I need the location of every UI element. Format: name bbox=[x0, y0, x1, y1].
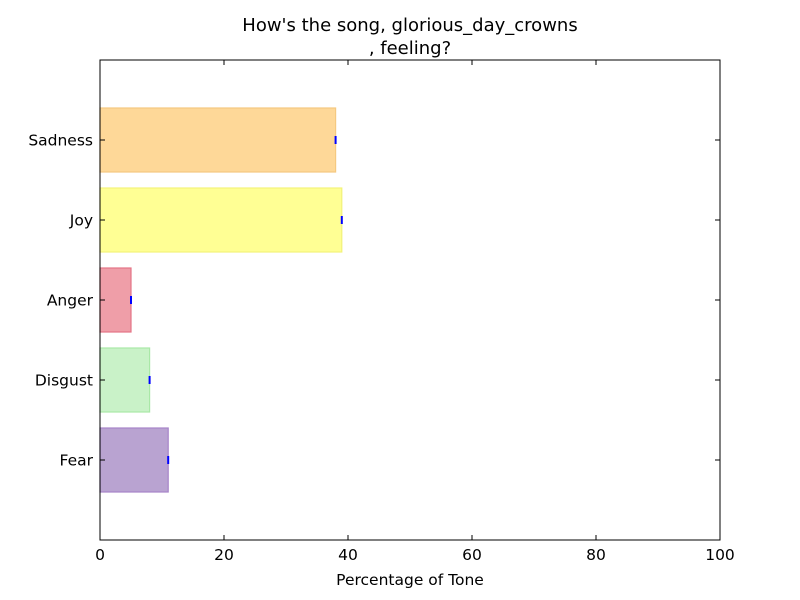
bar-disgust bbox=[99, 347, 151, 413]
x-tick-label: 60 bbox=[462, 546, 482, 564]
y-tick-label-sadness: Sadness bbox=[28, 132, 93, 150]
chart-title: How's the song, glorious_day_crowns , fe… bbox=[242, 15, 577, 59]
x-tick-label: 20 bbox=[214, 546, 234, 564]
chart-title-line-1: How's the song, glorious_day_crowns bbox=[242, 15, 577, 36]
x-axis: 0 20 40 60 80 100 bbox=[95, 60, 735, 564]
y-tick-label-fear: Fear bbox=[60, 452, 94, 470]
bar-joy bbox=[99, 187, 343, 253]
bar-fear bbox=[99, 427, 169, 493]
y-tick-label-joy: Joy bbox=[69, 212, 93, 230]
x-axis-label: Percentage of Tone bbox=[336, 571, 484, 589]
y-axis: Fear Disgust Anger Joy Sadness bbox=[28, 132, 720, 470]
y-tick-label-disgust: Disgust bbox=[35, 372, 93, 390]
x-tick-label: 0 bbox=[95, 546, 105, 564]
x-tick-label: 100 bbox=[705, 546, 735, 564]
bars-layer bbox=[99, 107, 343, 493]
chart-title-line-2: , feeling? bbox=[369, 38, 451, 59]
x-tick-label: 40 bbox=[338, 546, 358, 564]
x-tick-label: 80 bbox=[586, 546, 606, 564]
y-tick-label-anger: Anger bbox=[47, 292, 94, 310]
bar-sadness bbox=[99, 107, 337, 173]
